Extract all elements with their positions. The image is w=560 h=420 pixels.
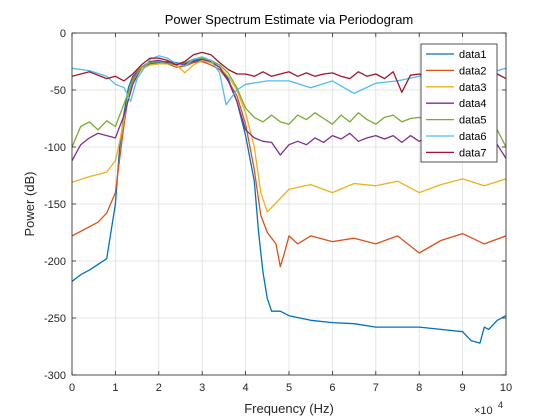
- x-tick-label: 0: [69, 382, 75, 394]
- legend-label-data5: data5: [459, 115, 487, 127]
- x-multiplier-exponent: 4: [498, 400, 503, 410]
- x-multiplier-label: ×10: [474, 405, 493, 417]
- x-tick-label: 3: [199, 382, 205, 394]
- y-tick-label: -100: [44, 142, 66, 154]
- legend-label-data4: data4: [459, 98, 487, 110]
- y-tick-label: 0: [60, 28, 66, 40]
- x-tick-label: 8: [416, 382, 422, 394]
- x-tick-label: 10: [500, 382, 512, 394]
- legend-label-data7: data7: [459, 147, 487, 159]
- legend-label-data6: data6: [459, 131, 487, 143]
- series-line-data1: [72, 59, 506, 344]
- legend-label-data2: data2: [459, 65, 487, 77]
- x-tick-label: 2: [156, 382, 162, 394]
- legend-label-data3: data3: [459, 82, 487, 94]
- x-tick-labels: 0 1 2 3 4 5 6 7 8 9 10: [69, 382, 512, 394]
- x-tick-label: 9: [460, 382, 466, 394]
- legend-label-data1: data1: [459, 49, 487, 61]
- y-tick-label: -200: [44, 256, 66, 268]
- x-tick-label: 1: [112, 382, 118, 394]
- y-tick-label: -50: [50, 85, 66, 97]
- x-tick-label: 5: [286, 382, 292, 394]
- y-tick-label: -300: [44, 370, 66, 382]
- y-tick-label: -150: [44, 199, 66, 211]
- x-tick-label: 4: [243, 382, 249, 394]
- x-tick-label: 7: [373, 382, 379, 394]
- x-axis-title: Frequency (Hz): [244, 401, 334, 416]
- axis-ticks: [71, 32, 507, 376]
- legend: data1 data2 data3 data4 data5 data6 data7: [420, 43, 498, 163]
- y-axis-title: Power (dB): [22, 171, 37, 236]
- x-tick-label: 6: [329, 382, 335, 394]
- chart-title: Power Spectrum Estimate via Periodogram: [165, 12, 414, 27]
- y-tick-label: -250: [44, 313, 66, 325]
- y-tick-labels: 0 -50 -100 -150 -200 -250 -300: [44, 28, 66, 382]
